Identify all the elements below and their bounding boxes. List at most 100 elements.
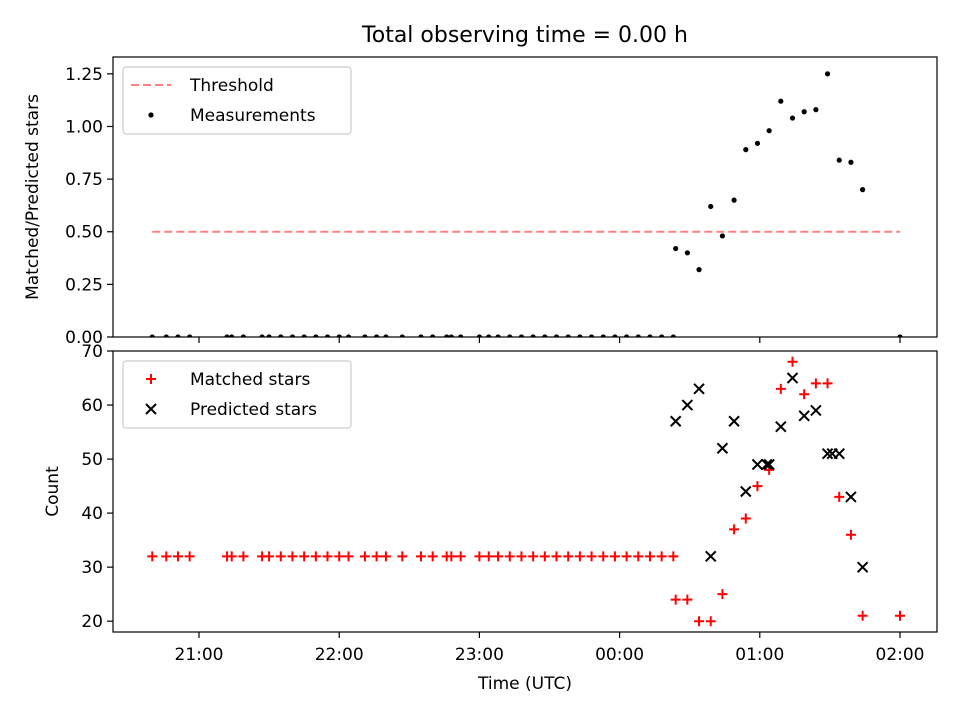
matched-stars-point-28	[504, 551, 515, 562]
x-axis-label: Time (UTC)	[477, 674, 572, 694]
measurements-point-0	[149, 334, 155, 337]
y-axis-label: Count	[43, 466, 63, 517]
matched-stars-point-24	[455, 551, 466, 562]
legend: Matched stars Predicted stars	[122, 360, 352, 429]
measurements-point-17	[373, 334, 380, 337]
measurements-point-14	[336, 334, 342, 337]
matched-stars-point-38	[621, 551, 632, 562]
matched-stars-point-49	[740, 513, 751, 524]
measurements-point-60	[897, 334, 903, 337]
predicted-stars-point-16	[833, 447, 845, 460]
matched-stars-point-16	[359, 551, 370, 562]
matched-stars-point-20	[415, 551, 426, 562]
matched-stars-point-55	[810, 378, 821, 389]
predicted-stars-point-14	[821, 447, 834, 460]
measurements-point-18	[383, 334, 389, 337]
x-tick-label: 22:00	[315, 645, 364, 665]
matched-stars-point-6	[238, 551, 249, 562]
measurements-point-3	[187, 334, 193, 337]
matched-stars-point-31	[539, 551, 550, 562]
measurements-point-55	[813, 107, 819, 113]
y-tick-label: 40	[81, 504, 103, 524]
measurements-point-47	[719, 233, 726, 239]
matched-stars-point-15	[343, 551, 354, 562]
matched-stars-point-12	[310, 551, 321, 562]
measurements-point-33	[565, 334, 571, 337]
measurements-point-11	[301, 334, 307, 337]
matched-stars-point-13	[322, 551, 333, 562]
y-tick-label: 0.50	[65, 223, 103, 243]
measurements-point-34	[577, 334, 583, 337]
matched-stars-point-60	[895, 610, 905, 621]
matched-stars-point-45	[694, 616, 705, 627]
predicted-stars-point-7	[751, 458, 764, 471]
predicted-stars-point-5	[728, 415, 740, 427]
matched-stars-point-30	[528, 551, 539, 562]
y-tick-label: 50	[81, 450, 103, 470]
measurements-point-43	[673, 245, 679, 252]
measurements-point-24	[458, 334, 464, 337]
matched-stars-point-29	[516, 551, 527, 562]
y-tick-label: 20	[81, 612, 103, 632]
predicted-stars-point-3	[705, 550, 717, 563]
matched-stars-series	[147, 356, 905, 627]
data-layer	[149, 71, 903, 337]
measurements-point-6	[240, 334, 246, 337]
y-tick-label: 0.25	[65, 275, 103, 295]
measurements-point-39	[635, 334, 641, 337]
predicted-stars-series	[669, 372, 869, 573]
matched-stars-point-43	[670, 594, 681, 605]
measurements-point-59	[860, 187, 866, 193]
measurements-point-21	[430, 334, 436, 337]
predicted-stars-point-11	[786, 372, 799, 384]
measurements-point-57	[836, 157, 842, 163]
measurements-point-56	[824, 71, 831, 77]
bottom-panel: 20 30 40 50 60 70 21:00 22:00 23:00 00:00 01:00 02:…	[43, 342, 938, 694]
measurements-point-29	[518, 334, 525, 337]
matched-stars-point-54	[799, 389, 810, 400]
matched-stars-point-48	[729, 524, 740, 535]
predicted-stars-point-1	[681, 399, 694, 411]
predicted-stars-point-10	[775, 420, 787, 433]
measurements-point-44	[684, 250, 690, 256]
matched-stars-point-41	[656, 551, 667, 562]
measurements-point-26	[486, 334, 492, 337]
matched-stars-point-33	[563, 551, 574, 562]
measurements-point-42	[670, 334, 676, 337]
y-axis-label: Matched/Predicted stars	[23, 94, 43, 300]
measurements-point-4	[224, 334, 230, 337]
measurements-point-41	[659, 334, 665, 337]
matched-stars-point-2	[172, 551, 183, 562]
legend-box	[122, 66, 352, 135]
measurements-point-37	[612, 334, 618, 337]
measurements-series	[149, 71, 903, 337]
measurements-point-27	[495, 334, 501, 337]
matched-stars-point-50	[752, 481, 763, 492]
matched-stars-point-11	[299, 551, 310, 562]
predicted-stars-point-2	[693, 383, 705, 395]
predicted-stars-point-6	[740, 485, 752, 498]
matched-stars-point-27	[493, 551, 504, 562]
plot-frame	[112, 56, 938, 338]
measurements-point-23	[448, 334, 454, 337]
matched-stars-point-59	[857, 610, 868, 621]
y-tick-label: 0.00	[65, 328, 103, 348]
matched-stars-point-8	[264, 551, 275, 562]
matched-stars-point-14	[334, 551, 345, 562]
matched-stars-point-37	[609, 551, 620, 562]
measurements-point-1	[163, 334, 169, 337]
predicted-stars-point-18	[856, 561, 869, 573]
measurements-point-40	[647, 334, 653, 337]
matched-stars-point-21	[427, 551, 438, 562]
measurements-point-48	[731, 197, 737, 203]
measurements-point-35	[588, 334, 595, 337]
measurements-point-16	[362, 334, 368, 337]
legend-swatch-measurements-point-legend	[148, 112, 154, 118]
measurements-point-19	[399, 334, 405, 337]
matched-stars-point-58	[845, 529, 856, 540]
measurements-point-32	[553, 334, 560, 337]
measurements-point-31	[542, 334, 548, 337]
matched-stars-point-46	[705, 616, 716, 627]
y-tick-label: 0.75	[65, 170, 103, 190]
measurements-point-50	[754, 140, 761, 146]
